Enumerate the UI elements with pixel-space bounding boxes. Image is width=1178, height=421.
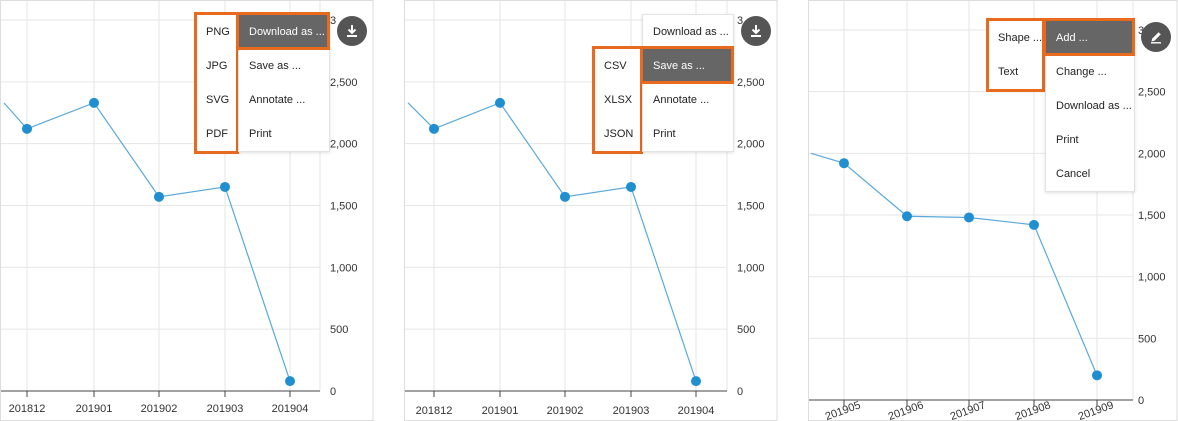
data-point[interactable] bbox=[691, 376, 701, 387]
y-tick-label: 1,500 bbox=[1138, 210, 1166, 222]
add-submenu: Shape ... Text bbox=[988, 20, 1046, 90]
menu-item-text[interactable]: Text bbox=[998, 66, 1019, 78]
data-point[interactable] bbox=[626, 181, 636, 192]
menu-item-json[interactable]: JSON bbox=[604, 128, 634, 140]
menu-item-add[interactable]: Add ... bbox=[1046, 21, 1134, 55]
menu-item-download-as[interactable]: Download as ... bbox=[1056, 100, 1132, 112]
y-tick-label: 1,000 bbox=[737, 262, 765, 274]
x-tick-label: 201812 bbox=[416, 405, 453, 417]
y-tick-label: 500 bbox=[330, 324, 348, 336]
x-tick-label: 201901 bbox=[76, 403, 113, 415]
save-format-submenu: CSV XLSX JSON bbox=[594, 48, 644, 152]
export-menu: Download as ... Save as ... Annotate ...… bbox=[238, 14, 330, 152]
line-chart-1: 0 500 1,000 1,500 2,000 2,500 3 201812 201901 201… bbox=[0, 0, 374, 421]
y-tick-label: 0 bbox=[737, 386, 743, 398]
y-tick-label: 1,500 bbox=[330, 201, 358, 213]
menu-item-download-as[interactable]: Download as ... bbox=[239, 15, 329, 49]
download-icon bbox=[347, 25, 357, 37]
x-tick-label: 201902 bbox=[547, 405, 584, 417]
y-tick-label: 500 bbox=[737, 324, 755, 336]
menu-item-save-as[interactable]: Save as ... bbox=[643, 49, 733, 83]
y-tick-label: 2,000 bbox=[330, 139, 358, 151]
download-button[interactable] bbox=[741, 16, 771, 46]
x-tick-label: 201909 bbox=[1077, 399, 1116, 421]
menu-item-svg[interactable]: SVG bbox=[206, 94, 230, 106]
data-point[interactable] bbox=[220, 181, 230, 192]
export-menu: Download as ... Save as ... Annotate ...… bbox=[642, 14, 734, 152]
y-tick-label: 3 bbox=[330, 15, 336, 27]
y-tick-label: 500 bbox=[1138, 333, 1156, 345]
data-point[interactable] bbox=[1029, 219, 1039, 230]
pencil-icon bbox=[1151, 32, 1161, 44]
menu-item-xlsx[interactable]: XLSX bbox=[604, 94, 633, 106]
menu-item-save-as[interactable]: Save as ... bbox=[249, 60, 301, 72]
x-tick-label: 201904 bbox=[272, 403, 309, 415]
y-tick-label: 0 bbox=[330, 386, 336, 398]
annotate-button[interactable] bbox=[1141, 22, 1171, 52]
y-tick-label: 1,000 bbox=[1138, 272, 1166, 284]
menu-item-print[interactable]: Print bbox=[1056, 134, 1079, 146]
x-tick-label: 201901 bbox=[482, 405, 519, 417]
data-point[interactable] bbox=[285, 376, 295, 387]
menu-item-print[interactable]: Print bbox=[249, 128, 272, 140]
menu-item-pdf[interactable]: PDF bbox=[206, 128, 228, 140]
menu-item-png[interactable]: PNG bbox=[206, 26, 230, 38]
chart-panel-3: 05001,0001,5002,0002,5003201905201906201… bbox=[808, 0, 1178, 421]
y-tick-label: 2,500 bbox=[1138, 87, 1166, 99]
line-chart-3: 05001,0001,5002,0002,5003201905201906201… bbox=[808, 0, 1178, 421]
x-tick-label: 201812 bbox=[9, 403, 46, 415]
x-tick-label: 201903 bbox=[207, 403, 244, 415]
data-point[interactable] bbox=[429, 123, 439, 134]
chart-panel-1: 0 500 1,000 1,500 2,000 2,500 3 201812 201901 201… bbox=[0, 0, 374, 421]
data-point[interactable] bbox=[1092, 370, 1102, 381]
menu-item-annotate[interactable]: Annotate ... bbox=[249, 94, 306, 106]
data-point[interactable] bbox=[839, 158, 849, 169]
series-line bbox=[407, 102, 697, 382]
data-point[interactable] bbox=[964, 212, 974, 223]
y-tick-label: 2,500 bbox=[737, 77, 765, 89]
data-point[interactable] bbox=[22, 123, 32, 134]
x-tick-label: 201906 bbox=[887, 399, 926, 421]
data-point[interactable] bbox=[560, 191, 570, 202]
x-tick-label: 201902 bbox=[141, 403, 178, 415]
y-tick-label: 1,000 bbox=[330, 262, 358, 274]
menu-item-shape[interactable]: Shape ... bbox=[998, 32, 1043, 44]
menu-item-jpg[interactable]: JPG bbox=[206, 60, 228, 72]
download-button[interactable] bbox=[337, 16, 367, 46]
data-point[interactable] bbox=[154, 191, 164, 202]
download-icon bbox=[751, 25, 761, 37]
menu-item-download-as[interactable]: Download as ... bbox=[653, 26, 729, 38]
series-line bbox=[3, 102, 291, 382]
annotate-menu: Add ... Change ... Download as ... Print… bbox=[1045, 20, 1135, 192]
x-tick-label: 201908 bbox=[1014, 399, 1053, 421]
chart-panel-2: 0 500 1,000 1,500 2,000 2,500 3 201812 201901 201… bbox=[404, 0, 778, 421]
data-point[interactable] bbox=[89, 97, 99, 108]
menu-item-cancel[interactable]: Cancel bbox=[1056, 168, 1091, 180]
y-tick-label: 2,000 bbox=[1138, 148, 1166, 160]
data-point[interactable] bbox=[902, 211, 912, 222]
y-tick-label: 0 bbox=[1138, 395, 1144, 407]
data-point[interactable] bbox=[495, 97, 505, 108]
y-tick-label: 2,500 bbox=[330, 77, 358, 89]
x-tick-label: 201907 bbox=[949, 399, 988, 421]
series-line bbox=[810, 152, 1098, 376]
y-tick-label: 2,000 bbox=[737, 139, 765, 151]
menu-item-change[interactable]: Change ... bbox=[1056, 66, 1107, 78]
y-tick-label: 1,500 bbox=[737, 201, 765, 213]
x-tick-label: 201905 bbox=[824, 399, 863, 421]
y-tick-label: 3 bbox=[737, 15, 743, 27]
download-format-submenu: PNG JPG SVG PDF bbox=[196, 14, 240, 152]
x-tick-label: 201903 bbox=[613, 405, 650, 417]
menu-item-annotate[interactable]: Annotate ... bbox=[653, 94, 710, 106]
menu-item-csv[interactable]: CSV bbox=[604, 60, 627, 72]
menu-item-print[interactable]: Print bbox=[653, 128, 676, 140]
x-tick-label: 201904 bbox=[678, 405, 715, 417]
